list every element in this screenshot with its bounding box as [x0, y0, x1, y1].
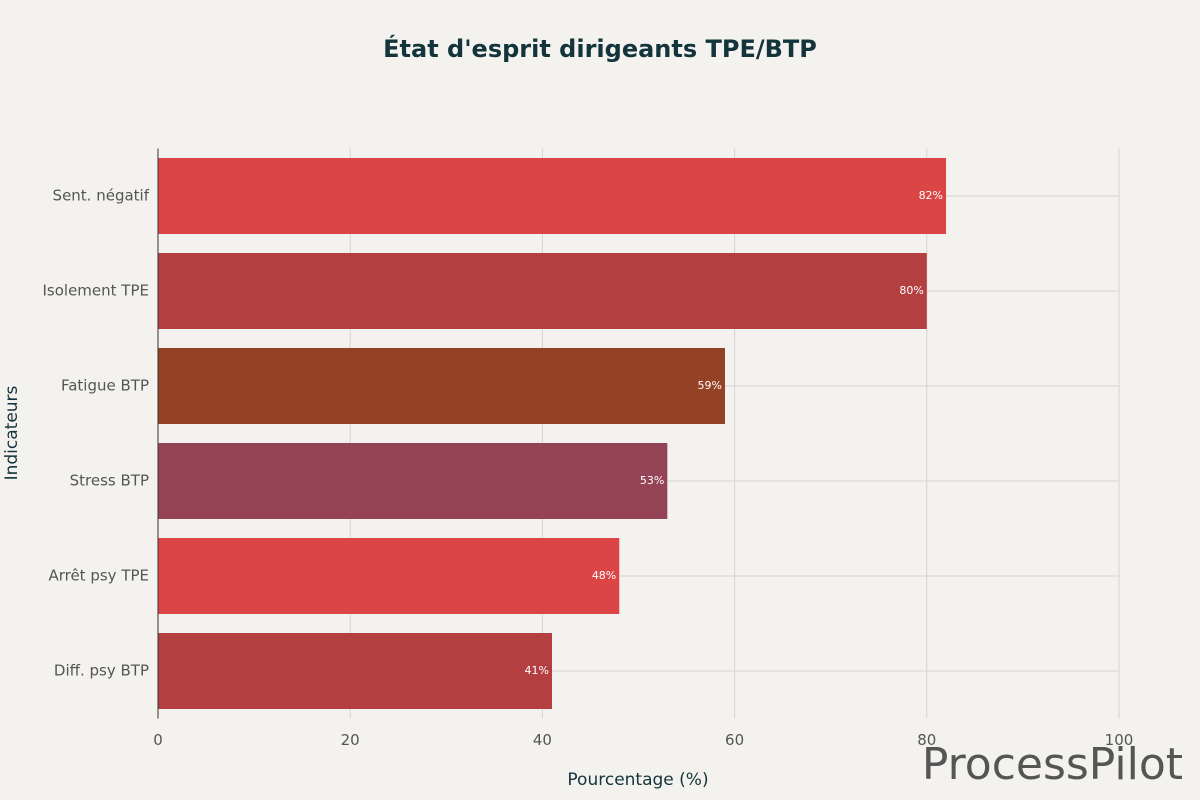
- value-label: 41%: [525, 664, 549, 677]
- y-tick-label: Stress BTP: [70, 472, 149, 490]
- x-tick-label: 40: [533, 731, 552, 749]
- bar: [158, 158, 947, 234]
- y-tick-label: Arrêt psy TPE: [48, 567, 149, 585]
- bar: [158, 253, 927, 329]
- y-tick-label: Sent. négatif: [53, 187, 150, 205]
- x-tick-label: 20: [341, 731, 360, 749]
- bar: [158, 633, 553, 709]
- value-label: 53%: [640, 474, 664, 487]
- bar: [158, 348, 725, 424]
- value-label: 80%: [899, 284, 923, 297]
- y-tick-label: Fatigue BTP: [61, 377, 149, 395]
- x-axis-label: Pourcentage (%): [567, 770, 708, 790]
- value-label: 59%: [698, 379, 722, 392]
- x-tick-label: 60: [725, 731, 744, 749]
- value-label: 48%: [592, 569, 616, 582]
- y-axis-label: Indicateurs: [2, 385, 22, 480]
- y-tick-label: Isolement TPE: [43, 282, 150, 300]
- x-tick-label: 0: [153, 731, 163, 749]
- bar: [158, 538, 620, 614]
- y-tick-label: Diff. psy BTP: [54, 662, 149, 680]
- x-tick-label: 80: [917, 731, 936, 749]
- bar: [158, 443, 668, 519]
- x-tick-label: 100: [1105, 731, 1134, 749]
- value-label: 82%: [919, 189, 943, 202]
- watermark: ProcessPilot: [922, 739, 1183, 790]
- chart-title: État d'esprit dirigeants TPE/BTP: [383, 34, 817, 63]
